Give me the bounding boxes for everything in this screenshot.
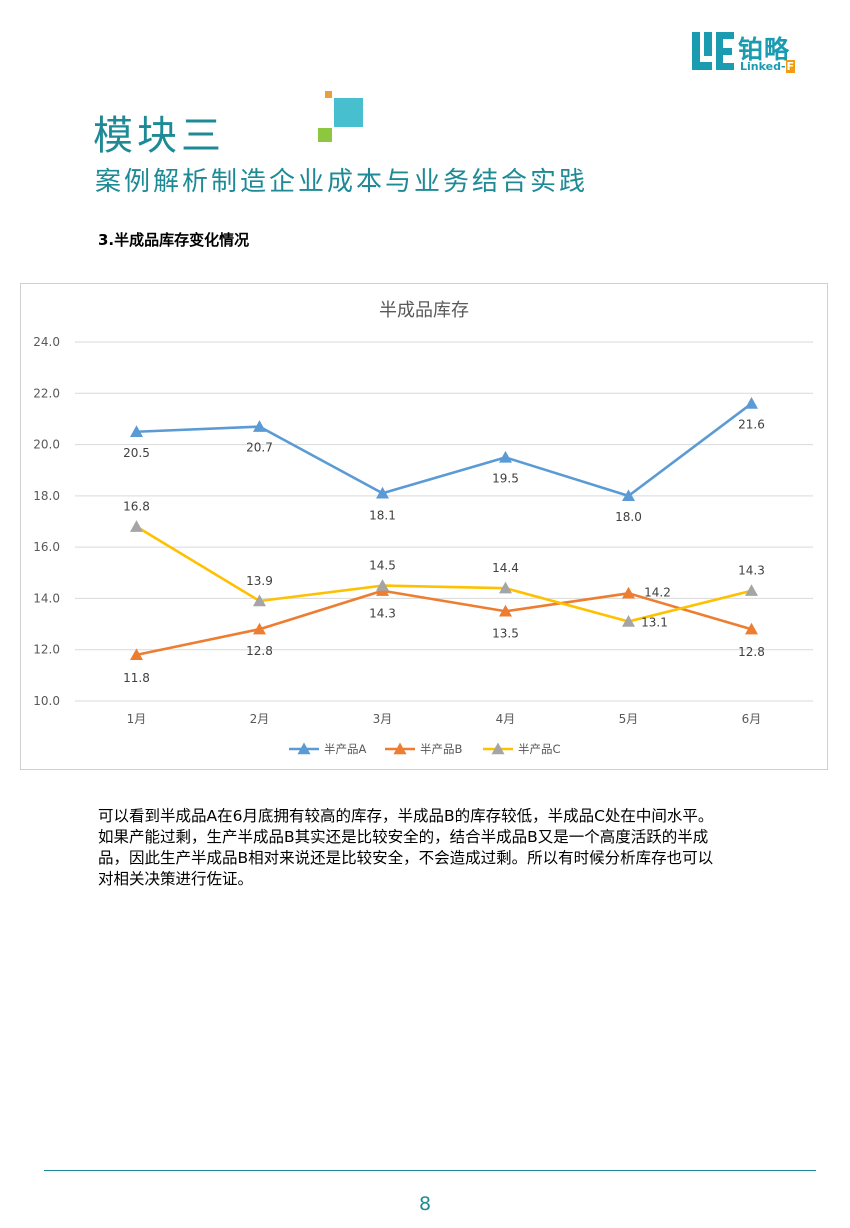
logo-english-name: Linked-F — [740, 60, 796, 73]
data-label: 21.6 — [738, 418, 765, 432]
data-label: 12.8 — [246, 644, 273, 658]
series-line — [136, 402, 753, 498]
data-label: 14.5 — [369, 559, 396, 573]
logo-english-prefix: Linked- — [740, 60, 786, 73]
logo-mark-icon — [692, 32, 734, 70]
data-point-marker — [499, 604, 512, 617]
legend-marker — [393, 742, 407, 755]
data-point-marker — [253, 594, 266, 607]
analysis-paragraph: 可以看到半成品A在6月底拥有较高的库存，半成品B的库存较低，半成品C处在中间水平… — [98, 806, 798, 890]
data-point-marker — [745, 397, 758, 409]
legend-label: 半产品C — [518, 742, 561, 756]
decor-square-green — [318, 128, 332, 142]
data-label: 14.3 — [369, 607, 396, 621]
paragraph-line: 品，因此生产半成品B相对来说还是比较安全，不会造成过剩。所以有时候分析库存也可以 — [98, 849, 714, 867]
logo-english-accent: F — [785, 60, 796, 73]
x-tick-label: 4月 — [496, 712, 516, 726]
y-tick-label: 22.0 — [33, 386, 60, 400]
data-point-marker — [745, 584, 758, 596]
legend-label: 半产品B — [420, 742, 462, 756]
data-point-marker — [130, 425, 143, 437]
data-label: 13.5 — [492, 626, 519, 640]
y-tick-label: 24.0 — [33, 335, 60, 349]
logo-chinese-name: 铂略 — [738, 35, 791, 64]
x-tick-label: 3月 — [373, 712, 393, 726]
data-point-marker — [376, 579, 389, 591]
decor-square-orange — [325, 91, 332, 98]
x-tick-label: 6月 — [742, 712, 762, 726]
page-number: 8 — [418, 1193, 432, 1215]
data-label: 13.1 — [641, 616, 668, 630]
data-label: 20.7 — [246, 441, 273, 455]
data-label: 19.5 — [492, 471, 519, 485]
data-label: 12.8 — [738, 645, 765, 659]
data-point-marker — [622, 615, 635, 627]
y-tick-label: 18.0 — [33, 489, 60, 503]
data-label: 18.1 — [369, 508, 396, 522]
y-tick-label: 10.0 — [33, 694, 60, 708]
section-heading: 3.半成品库存变化情况 — [98, 231, 250, 249]
data-point-marker — [253, 622, 266, 635]
data-point-marker — [622, 489, 635, 502]
series-line — [135, 525, 752, 623]
decor-square-teal — [334, 98, 363, 127]
data-point-marker — [253, 420, 266, 432]
chart-title: 半成品库存 — [379, 300, 469, 321]
inventory-line-chart: 半成品库存 10.0 12.0 14.0 16.0 18.0 20.0 22.0 24.0 1月 2… — [20, 283, 828, 770]
footer-divider — [44, 1170, 816, 1171]
y-tick-label: 20.0 — [33, 438, 60, 452]
legend-label: 半产品A — [324, 742, 366, 756]
data-label: 11.8 — [123, 671, 150, 685]
data-label: 14.4 — [492, 561, 519, 575]
x-tick-label: 1月 — [127, 712, 147, 726]
module-title: 模块三 — [93, 113, 225, 159]
data-point-marker — [499, 450, 512, 463]
data-label: 13.9 — [246, 574, 273, 588]
data-label: 16.8 — [123, 500, 150, 514]
brand-logo: 铂略 Linked-F — [692, 30, 812, 74]
legend-marker — [297, 742, 311, 755]
y-tick-label: 14.0 — [33, 591, 60, 605]
y-tick-label: 12.0 — [33, 643, 60, 657]
y-tick-label: 16.0 — [33, 540, 60, 554]
series-line — [136, 589, 752, 657]
data-label: 14.3 — [738, 564, 765, 578]
data-point-marker — [376, 486, 389, 499]
x-tick-label: 5月 — [619, 712, 639, 726]
paragraph-line: 如果产能过剩，生产半成品B其实还是比较安全的，结合半成品B又是一个高度活跃的半成 — [98, 828, 709, 846]
data-label: 14.2 — [644, 585, 671, 599]
module-subtitle: 案例解析制造企业成本与业务结合实践 — [95, 167, 589, 197]
paragraph-line: 对相关决策进行佐证。 — [98, 870, 254, 888]
data-point-marker — [745, 622, 758, 635]
data-label: 18.0 — [615, 510, 642, 524]
data-point-marker — [622, 586, 635, 599]
x-tick-label: 2月 — [250, 712, 270, 726]
legend-marker — [491, 742, 505, 755]
data-point-marker — [130, 648, 143, 661]
chart-canvas: 半成品库存 10.0 12.0 14.0 16.0 18.0 20.0 22.0 24.0 1月 2… — [33, 300, 813, 756]
data-point-marker — [130, 520, 143, 532]
data-label: 20.5 — [123, 446, 150, 460]
data-point-marker — [499, 581, 512, 594]
paragraph-line: 可以看到半成品A在6月底拥有较高的库存，半成品B的库存较低，半成品C处在中间水平… — [98, 807, 714, 825]
